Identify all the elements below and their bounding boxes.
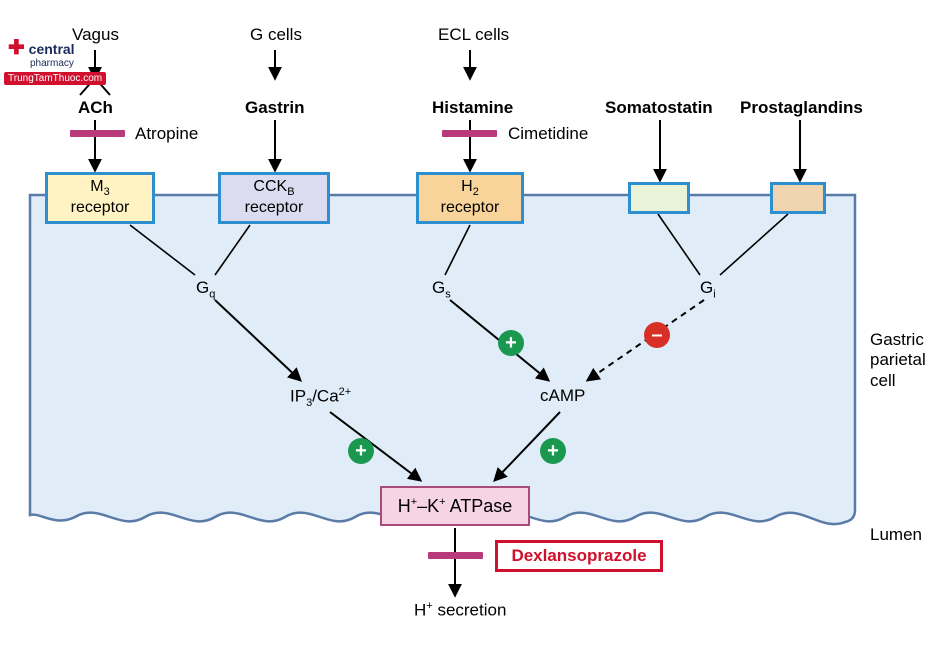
label-eclcells: ECL cells: [438, 25, 509, 45]
ppi-bar: [428, 552, 483, 559]
atropine-bar: [70, 130, 125, 137]
label-gi: Gi: [700, 278, 716, 300]
m3-receptor: M3 receptor: [45, 172, 155, 224]
h2-receptor: H2 receptor: [416, 172, 524, 224]
minus-gi: –: [644, 322, 670, 348]
watermark-sub: pharmacy: [30, 58, 75, 69]
m3-text: M3 receptor: [71, 178, 130, 217]
drug-box: Dexlansoprazole: [495, 540, 663, 572]
drug-name: Dexlansoprazole: [511, 546, 646, 566]
watermark-brand: central: [29, 41, 75, 57]
label-h-secretion: H+ secretion: [414, 600, 506, 621]
label-ip3ca: IP3/Ca2+: [290, 386, 351, 409]
plus-gs: +: [498, 330, 524, 356]
label-gcells: G cells: [250, 25, 302, 45]
label-vagus: Vagus: [72, 25, 119, 45]
watermark-logo: ✚ central pharmacy: [8, 35, 75, 69]
prostaglandin-receptor: [770, 182, 826, 214]
watermark-tag: TrungTamThuoc.com: [4, 72, 106, 85]
label-prostaglandins: Prostaglandins: [740, 98, 863, 118]
label-gs: Gs: [432, 278, 451, 300]
label-gq: Gq: [196, 278, 215, 300]
diagram-stage: Vagus G cells ECL cells ACh Gastrin Hist…: [0, 0, 950, 648]
somatostatin-receptor: [628, 182, 690, 214]
label-lumen: Lumen: [870, 525, 922, 545]
cimetidine-bar: [442, 130, 497, 137]
label-histamine: Histamine: [432, 98, 513, 118]
label-gastrin: Gastrin: [245, 98, 305, 118]
cckb-text: CCKB receptor: [245, 178, 304, 217]
label-atropine: Atropine: [135, 124, 198, 144]
label-cimetidine: Cimetidine: [508, 124, 588, 144]
cckb-receptor: CCKB receptor: [218, 172, 330, 224]
atpase-text: H+–K+ ATPase: [398, 496, 513, 517]
h2-text: H2 receptor: [441, 178, 500, 217]
label-ach: ACh: [78, 98, 113, 118]
logo-icon: ✚: [8, 37, 25, 59]
atpase-box: H+–K+ ATPase: [380, 486, 530, 526]
cell-body: [30, 195, 855, 524]
label-camp: cAMP: [540, 386, 585, 406]
label-somatostatin: Somatostatin: [605, 98, 713, 118]
plus-camp: +: [540, 438, 566, 464]
plus-ip3ca: +: [348, 438, 374, 464]
label-parietal: Gastric parietal cell: [870, 330, 926, 391]
